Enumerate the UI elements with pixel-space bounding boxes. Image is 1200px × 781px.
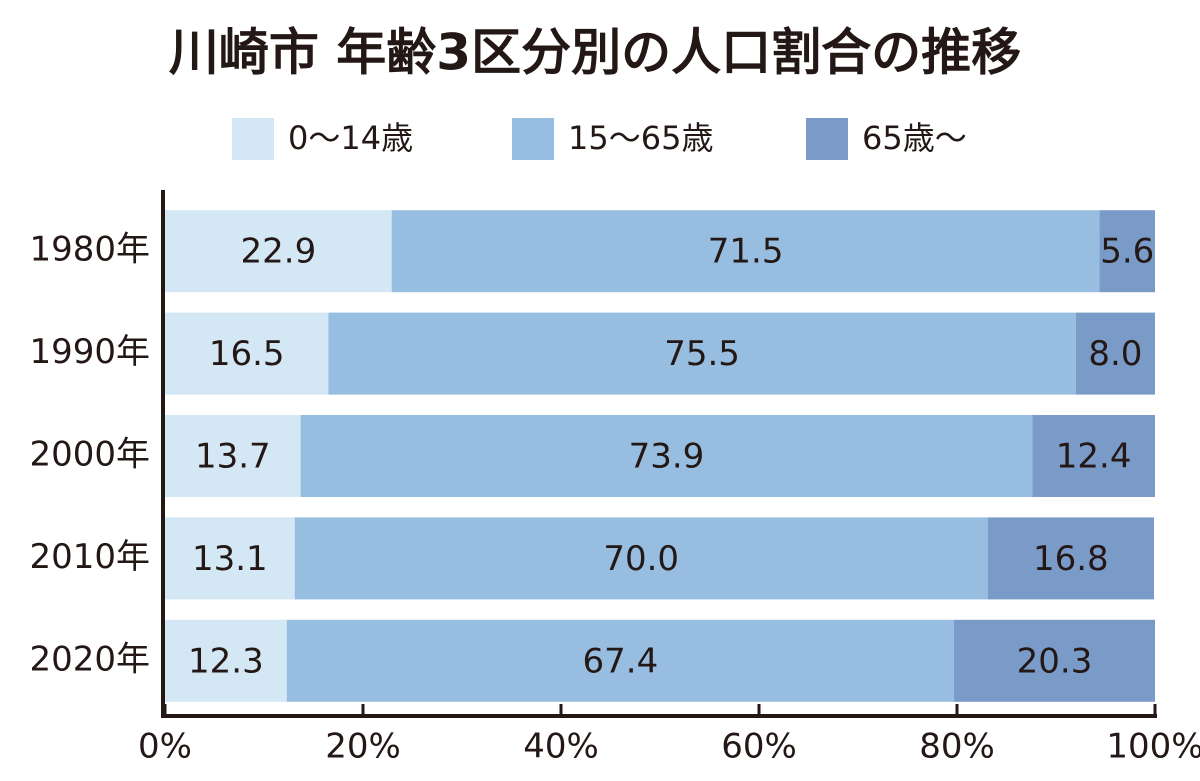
y-tick-label: 1980年 <box>29 230 150 270</box>
legend-label: 65歳～ <box>862 119 967 157</box>
y-tick-label: 2010年 <box>29 537 150 577</box>
data-label: 70.0 <box>603 539 679 579</box>
legend-swatch <box>512 118 554 160</box>
x-tick-label: 60% <box>721 727 797 767</box>
data-label: 8.0 <box>1088 334 1142 374</box>
y-tick-label: 2020年 <box>29 639 150 679</box>
bar-segment <box>1032 415 1155 497</box>
data-label: 13.1 <box>192 539 268 579</box>
x-tick-label: 0% <box>138 727 192 767</box>
data-label: 22.9 <box>241 232 317 272</box>
bar-segment <box>954 619 1155 702</box>
x-tick-label: 80% <box>919 727 995 767</box>
bar-segment <box>165 210 392 293</box>
bar-segment <box>1075 312 1155 395</box>
bar-segment <box>286 619 955 702</box>
data-label: 16.5 <box>209 334 285 374</box>
data-label: 16.8 <box>1033 539 1109 579</box>
legend-label: 0～14歳 <box>288 119 413 157</box>
legend-swatch <box>806 118 848 160</box>
bar-segment <box>300 415 1033 497</box>
data-label: 13.7 <box>195 437 271 477</box>
chart-title: 川崎市 年齢3区分別の人口割合の推移 <box>169 24 1021 82</box>
bar-segment <box>1099 210 1155 293</box>
data-label: 12.3 <box>188 641 264 681</box>
data-label: 71.5 <box>708 232 784 272</box>
x-tick-label: 20% <box>325 727 401 767</box>
data-label: 73.9 <box>629 437 705 477</box>
data-label: 75.5 <box>664 334 740 374</box>
data-label: 20.3 <box>1017 641 1093 681</box>
legend-swatch <box>232 118 274 160</box>
y-tick-label: 1990年 <box>29 332 150 372</box>
bar-segment <box>328 312 1076 395</box>
x-tick-label: 100% <box>1106 727 1200 767</box>
y-tick-label: 2000年 <box>29 435 150 475</box>
data-label: 5.6 <box>1100 232 1154 272</box>
bar-segment <box>987 517 1155 600</box>
data-label: 12.4 <box>1056 437 1132 477</box>
x-tick-label: 40% <box>523 727 599 767</box>
bar-segment <box>165 619 287 702</box>
bar-segment <box>391 210 1100 293</box>
bar-segment <box>165 312 329 395</box>
legend-label: 15～65歳 <box>568 119 713 157</box>
bar-segment <box>165 517 295 600</box>
data-label: 67.4 <box>583 641 659 681</box>
bar-segment <box>294 517 988 600</box>
bar-segment <box>165 415 301 497</box>
